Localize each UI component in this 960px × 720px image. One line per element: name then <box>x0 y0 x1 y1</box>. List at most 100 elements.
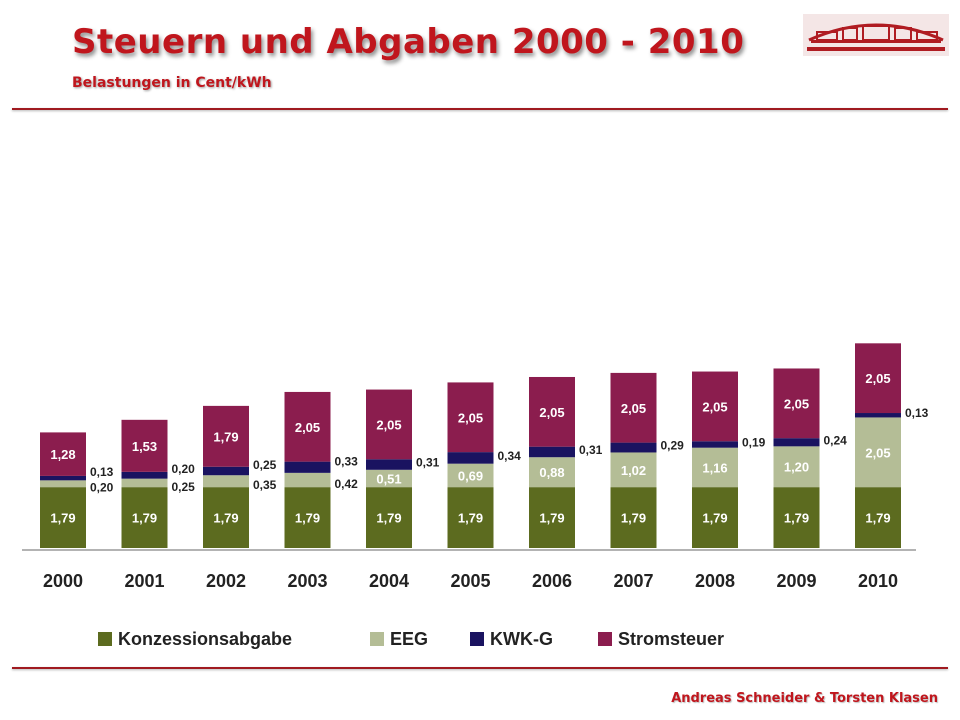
bars-layer: 1,79 1,28 0,20 0,13 1,79 1,53 0,25 0,20 1,79 1,79… <box>40 343 929 548</box>
x-tick-label-2001: 2001 <box>124 571 164 591</box>
data-label-stromsteuer-2004: 2,05 <box>376 417 401 432</box>
data-label-stromsteuer-2008: 2,05 <box>702 399 727 414</box>
data-label-konzessionsabgabe-2010: 1,79 <box>865 511 890 526</box>
bar-segment-eeg-2001 <box>121 478 168 488</box>
bar-segment-konzessionsabgabe-2001 <box>121 487 168 548</box>
legend-label-eeg: EEG <box>390 629 428 649</box>
x-tick-label-2004: 2004 <box>369 571 409 591</box>
bar-segment-konzessionsabgabe-2002 <box>203 487 249 548</box>
data-label-kwk-g-2000: 0,13 <box>90 465 114 479</box>
data-label-konzessionsabgabe-2004: 1,79 <box>376 511 401 526</box>
bar-segment-stromsteuer-2010 <box>855 343 901 414</box>
data-label-kwk-g-2002: 0,25 <box>253 458 277 472</box>
bar-segment-eeg-2003 <box>284 472 331 488</box>
bar-segment-eeg-2005 <box>447 463 494 488</box>
data-label-eeg-2000: 0,20 <box>90 481 114 495</box>
bar-segment-stromsteuer-2003 <box>284 391 331 462</box>
legend-swatch-konzessionsabgabe <box>98 632 112 646</box>
bar-segment-eeg-2000 <box>40 480 86 488</box>
data-label-kwk-g-2003: 0,33 <box>335 454 359 468</box>
data-label-eeg-2008: 1,16 <box>702 460 727 475</box>
data-label-stromsteuer-2003: 2,05 <box>295 420 320 435</box>
bar-segment-konzessionsabgabe-2009 <box>773 487 820 548</box>
data-label-stromsteuer-2001: 1,53 <box>132 439 157 454</box>
bar-segment-kwk-g-2009 <box>773 438 820 447</box>
bar-segment-eeg-2010 <box>855 417 901 488</box>
bar-segment-konzessionsabgabe-2007 <box>610 487 657 548</box>
data-label-konzessionsabgabe-2002: 1,79 <box>213 511 238 526</box>
x-tick-label-2003: 2003 <box>287 571 327 591</box>
bar-segment-eeg-2002 <box>203 475 249 488</box>
data-label-kwk-g-2005: 0,34 <box>498 449 522 463</box>
x-axis-labels: 2000 2001 2002 2003 2004 2005 2006 2007 2008 2009… <box>43 571 898 591</box>
bar-segment-kwk-g-2008 <box>692 441 738 448</box>
x-tick-label-2002: 2002 <box>206 571 246 591</box>
chart-legend: Konzessionsabgabe EEG KWK-G Stromsteuer <box>98 629 724 649</box>
page-title: Steuern und Abgaben 2000 - 2010 <box>72 22 745 62</box>
data-label-stromsteuer-2002: 1,79 <box>213 429 238 444</box>
x-tick-label-2008: 2008 <box>695 571 735 591</box>
data-label-kwk-g-2010: 0,13 <box>905 406 929 420</box>
bar-segment-konzessionsabgabe-2003 <box>284 487 331 548</box>
bar-segment-kwk-g-2003 <box>284 461 331 473</box>
bar-segment-stromsteuer-2007 <box>610 372 657 443</box>
x-tick-label-2005: 2005 <box>450 571 490 591</box>
bar-segment-stromsteuer-2009 <box>773 368 820 439</box>
data-label-konzessionsabgabe-2009: 1,79 <box>784 511 809 526</box>
x-tick-label-2006: 2006 <box>532 571 572 591</box>
bar-segment-konzessionsabgabe-2006 <box>529 487 575 548</box>
x-tick-label-2007: 2007 <box>613 571 653 591</box>
legend-swatch-stromsteuer <box>598 632 612 646</box>
footer-divider <box>12 667 948 669</box>
bar-segment-eeg-2009 <box>773 446 820 488</box>
bar-segment-eeg-2004 <box>366 469 412 488</box>
bar-segment-kwk-g-2006 <box>529 446 575 458</box>
bar-segment-stromsteuer-2004 <box>366 389 412 460</box>
bar-segment-konzessionsabgabe-2005 <box>447 487 494 548</box>
data-label-stromsteuer-2010: 2,05 <box>865 371 890 386</box>
bar-segment-kwk-g-2010 <box>855 413 901 418</box>
x-tick-label-2009: 2009 <box>776 571 816 591</box>
bar-segment-kwk-g-2004 <box>366 459 412 470</box>
bar-segment-stromsteuer-2006 <box>529 376 575 447</box>
bar-segment-stromsteuer-2008 <box>692 371 738 442</box>
legend-swatch-kwk-g <box>470 632 484 646</box>
data-label-kwk-g-2006: 0,31 <box>579 443 603 457</box>
footer-author: Andreas Schneider & Torsten Klasen <box>671 691 938 706</box>
data-label-stromsteuer-2007: 2,05 <box>621 401 646 416</box>
data-label-kwk-g-2004: 0,31 <box>416 456 440 470</box>
bar-segment-eeg-2006 <box>529 457 575 488</box>
legend-label-stromsteuer: Stromsteuer <box>618 629 724 649</box>
data-label-eeg-2001: 0,25 <box>172 480 196 494</box>
bar-segment-stromsteuer-2002 <box>203 405 249 467</box>
data-label-stromsteuer-2006: 2,05 <box>539 405 564 420</box>
data-label-stromsteuer-2009: 2,05 <box>784 396 809 411</box>
data-label-eeg-2009: 1,20 <box>784 460 809 475</box>
data-label-eeg-2003: 0,42 <box>335 477 359 491</box>
bar-segment-kwk-g-2002 <box>203 466 249 476</box>
bar-segment-konzessionsabgabe-2010 <box>855 487 901 548</box>
data-label-eeg-2004: 0,51 <box>376 471 401 486</box>
data-label-konzessionsabgabe-2001: 1,79 <box>132 511 157 526</box>
page-subtitle: Belastungen in Cent/kWh <box>72 75 272 91</box>
legend-swatch-eeg <box>370 632 384 646</box>
data-label-kwk-g-2007: 0,29 <box>661 439 685 453</box>
data-label-konzessionsabgabe-2006: 1,79 <box>539 511 564 526</box>
header-divider <box>12 108 948 110</box>
bar-segment-eeg-2007 <box>610 452 657 488</box>
bar-segment-stromsteuer-2000 <box>40 432 86 476</box>
data-label-kwk-g-2001: 0,20 <box>172 462 196 476</box>
data-label-eeg-2007: 1,02 <box>621 463 646 478</box>
data-label-eeg-2005: 0,69 <box>458 468 483 483</box>
data-label-eeg-2010: 2,05 <box>865 445 890 460</box>
data-label-eeg-2002: 0,35 <box>253 478 277 492</box>
data-label-stromsteuer-2000: 1,28 <box>50 447 75 462</box>
data-label-kwk-g-2009: 0,24 <box>824 433 848 447</box>
bar-segment-kwk-g-2007 <box>610 442 657 453</box>
data-label-konzessionsabgabe-2007: 1,79 <box>621 511 646 526</box>
bar-segment-eeg-2008 <box>692 447 738 488</box>
x-tick-label-2010: 2010 <box>858 571 898 591</box>
data-label-stromsteuer-2005: 2,05 <box>458 410 483 425</box>
bar-segment-stromsteuer-2001 <box>121 419 168 472</box>
data-label-konzessionsabgabe-2000: 1,79 <box>50 511 75 526</box>
